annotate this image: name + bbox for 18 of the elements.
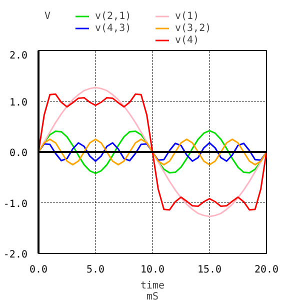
legend-label: v(3,2) [175, 22, 212, 34]
legend-label: v(1) [175, 10, 200, 22]
y-axis-title: V [44, 11, 50, 22]
text: mS [146, 292, 159, 302]
x-tick-label: 5.0 [86, 264, 105, 276]
y-tick-label: -1.0 [3, 198, 28, 210]
legend-label: v(4,3) [95, 22, 132, 34]
y-tick-label: 0.0 [9, 148, 28, 159]
x-axis-title: time [140, 280, 165, 292]
x-tick-label: 0.0 [29, 264, 48, 276]
legend-label: v(2,1) [95, 10, 132, 22]
x-tick-label: 20.0 [254, 264, 279, 276]
y-tick-label: -2.0 [3, 250, 28, 260]
x-tick-label: 10.0 [140, 264, 165, 276]
legend-label: v(4) [175, 34, 200, 46]
y-tick-label: 1.0 [9, 97, 28, 108]
x-tick-label: 15.0 [197, 264, 222, 276]
y-tick-label: 2.0 [9, 50, 28, 62]
